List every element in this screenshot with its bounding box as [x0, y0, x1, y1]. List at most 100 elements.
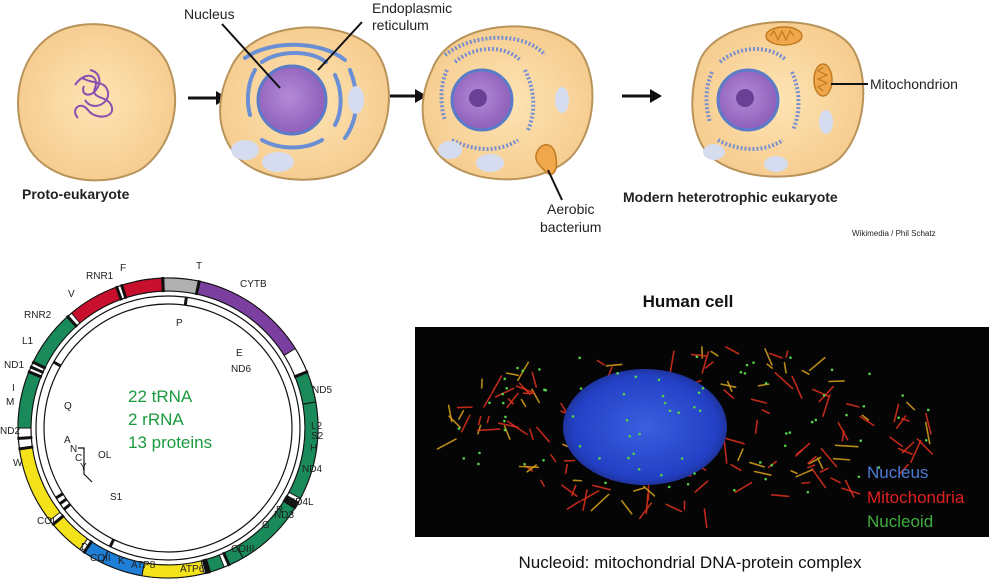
gene-label-r: R	[276, 505, 283, 516]
trna-marker	[114, 285, 123, 301]
mito-thread	[725, 346, 740, 355]
gene-segment-rnr1	[121, 277, 164, 299]
proto-eukaryote-label: Proto-eukaryote	[22, 186, 130, 202]
er-label: Endoplasmic reticulum	[372, 0, 453, 33]
nucleoid-dot	[571, 415, 575, 418]
trna-marker	[183, 297, 188, 306]
nucleoid-dot	[764, 382, 768, 385]
nucleoid-dot	[663, 401, 667, 405]
inner-label-c: C	[75, 453, 82, 464]
trna-marker	[59, 497, 68, 505]
trna-marker	[204, 558, 212, 574]
inner-label-n: N	[70, 444, 77, 455]
mito-thread	[808, 456, 822, 465]
gene-label-nd4: ND4	[302, 464, 322, 475]
gene-label-l2: L2	[311, 421, 323, 432]
mito-thread	[701, 351, 710, 374]
mtdna-summary: 22 tRNA 2 rRNA 13 proteins	[128, 385, 212, 454]
mito-thread	[791, 375, 803, 399]
nucleoid-dot	[523, 462, 526, 466]
mito-thread	[801, 369, 810, 375]
nucleoid-dot	[859, 439, 863, 443]
gene-label-atp6: ATP6	[180, 564, 205, 575]
mito-thread	[561, 484, 578, 497]
inner-label-s1: S1	[110, 492, 123, 503]
rrna-count: 2 rRNA	[128, 410, 184, 429]
nucleoid-dot	[657, 378, 661, 382]
gene-label-nd1: ND1	[4, 360, 24, 371]
trna-marker	[82, 539, 94, 555]
mito-thread	[458, 410, 465, 420]
mito-thread	[726, 380, 733, 392]
mito-thread	[925, 412, 932, 435]
nucleoid-dot	[578, 356, 581, 360]
mito-thread	[694, 480, 709, 493]
gene-label-m: M	[6, 397, 14, 408]
mito-thread	[774, 371, 794, 390]
mito-thread	[734, 481, 753, 493]
nucleoid-dot	[733, 488, 736, 492]
mito-thread	[830, 477, 841, 484]
nucleoid-dot	[677, 411, 681, 414]
nucleoid-dot	[814, 418, 818, 422]
nucleoid-dot	[830, 368, 834, 372]
trna-marker	[221, 551, 231, 567]
gene-label-w: W	[13, 458, 23, 469]
micrograph-image	[436, 346, 934, 529]
trna-marker	[65, 314, 79, 328]
gene-label-coi: COI	[37, 516, 55, 527]
mito-thread	[540, 479, 545, 487]
nucleoid-dot	[857, 475, 861, 479]
mito-thread	[785, 350, 789, 358]
legend-nucleoid-label: Nucleoid	[867, 512, 934, 531]
human-cell-title: Human cell	[642, 292, 734, 311]
nucleoid-dot	[477, 462, 480, 466]
trna-marker	[52, 360, 62, 368]
mito-thread	[621, 500, 633, 515]
nucleoid-dot	[543, 388, 546, 392]
nucleoid-dot	[743, 372, 747, 375]
trna-marker	[27, 370, 43, 379]
mito-thread	[753, 470, 772, 476]
mito-thread	[494, 387, 515, 398]
chromatin-tangle	[74, 69, 114, 119]
mito-thread	[721, 436, 745, 445]
mito-thread	[795, 468, 814, 478]
legend-nucleoid: Nucleoid	[867, 512, 933, 532]
mito-thread	[720, 383, 737, 388]
mito-thread	[924, 421, 931, 445]
mito-thread	[477, 415, 482, 426]
mito-thread	[505, 372, 519, 377]
mito-thread	[822, 394, 831, 418]
inner-label-q: Q	[64, 401, 72, 412]
gene-segment-cytb	[195, 280, 296, 357]
nucleoid-dot	[478, 451, 481, 455]
mito-thread	[566, 500, 581, 510]
mito-thread	[807, 464, 816, 469]
gene-label-v: V	[68, 289, 75, 300]
nucleoid-dot	[538, 368, 541, 371]
nucleoid-dot	[604, 481, 607, 485]
gene-label-cytb: CYTB	[240, 279, 267, 290]
trna-marker	[119, 283, 128, 300]
nucleoid-dot	[505, 386, 508, 390]
mito-thread	[897, 447, 913, 455]
mito-thread	[633, 487, 646, 492]
trna-marker	[293, 370, 309, 379]
mito-thread	[564, 463, 569, 475]
mito-thread	[491, 375, 503, 395]
genome-strand	[35, 295, 301, 561]
mito-thread	[592, 484, 612, 491]
inner-label-p: P	[176, 318, 183, 329]
mito-thread	[808, 356, 826, 372]
mito-thread	[750, 398, 768, 404]
nucleoid-dot	[822, 394, 826, 397]
mito-thread	[801, 481, 811, 485]
mito-thread	[832, 457, 851, 461]
genome-strand	[43, 303, 293, 553]
mito-thread	[531, 371, 538, 388]
mito-thread	[859, 415, 875, 427]
mito-thread	[669, 350, 675, 376]
mito-thread	[754, 419, 759, 435]
